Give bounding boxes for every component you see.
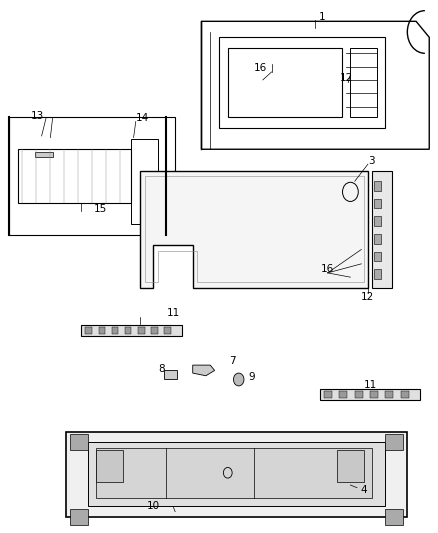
Bar [70, 434, 88, 450]
Text: 9: 9 [248, 373, 255, 382]
Text: 1: 1 [318, 12, 325, 22]
Text: 12: 12 [339, 74, 353, 83]
Text: 7: 7 [229, 357, 236, 366]
Bar [350, 48, 377, 117]
Text: 3: 3 [368, 157, 375, 166]
Bar [337, 450, 364, 482]
Text: 4: 4 [360, 486, 367, 495]
Bar [125, 327, 131, 334]
Polygon shape [35, 152, 53, 157]
Bar [151, 327, 158, 334]
Bar [355, 391, 363, 398]
Bar [112, 327, 118, 334]
Text: 11: 11 [364, 381, 377, 390]
Polygon shape [81, 325, 182, 336]
Bar [385, 509, 403, 525]
Text: 14: 14 [136, 114, 149, 123]
Bar [18, 149, 131, 203]
Text: 16: 16 [254, 63, 267, 72]
Bar [138, 327, 145, 334]
Bar [374, 234, 381, 244]
Text: 16: 16 [321, 264, 334, 274]
FancyBboxPatch shape [96, 448, 372, 498]
Bar [374, 252, 381, 261]
Circle shape [233, 373, 244, 386]
Bar [401, 391, 409, 398]
Bar [385, 434, 403, 450]
Text: 8: 8 [159, 365, 166, 374]
Bar [374, 269, 381, 279]
Bar [339, 391, 347, 398]
Bar [374, 181, 381, 191]
Bar [374, 199, 381, 208]
Text: 10: 10 [147, 502, 160, 511]
Polygon shape [320, 389, 420, 400]
Bar [374, 216, 381, 226]
Text: 12: 12 [361, 293, 374, 302]
Bar [96, 450, 123, 482]
Bar [385, 391, 393, 398]
Bar [372, 171, 392, 288]
Bar [99, 327, 105, 334]
Bar [370, 391, 378, 398]
Polygon shape [164, 370, 177, 379]
Polygon shape [140, 171, 368, 288]
Bar [85, 327, 92, 334]
FancyBboxPatch shape [66, 432, 407, 517]
Text: 13: 13 [31, 111, 44, 121]
Bar [228, 48, 342, 117]
Text: 15: 15 [94, 205, 107, 214]
Bar [164, 327, 171, 334]
Polygon shape [193, 365, 215, 376]
Bar [70, 509, 88, 525]
Bar [324, 391, 332, 398]
FancyBboxPatch shape [88, 442, 385, 506]
Bar [131, 139, 158, 224]
Text: 11: 11 [166, 309, 180, 318]
